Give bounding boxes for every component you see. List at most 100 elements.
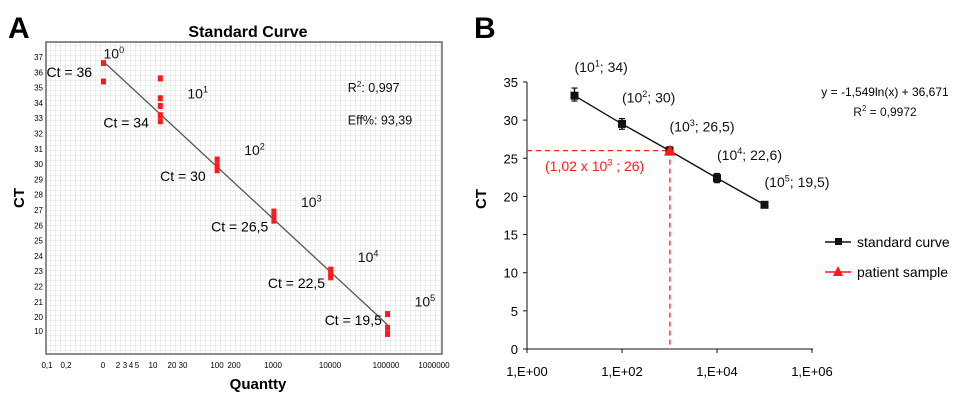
panel-a-x-tick-label: 100000	[373, 361, 400, 370]
panel-a-data-point	[157, 118, 163, 125]
panel-a-data-point	[271, 208, 277, 215]
panel-a-data-point	[271, 213, 277, 220]
panel-a-y-tick-label: 22	[34, 283, 43, 292]
panel-b-x-tick-label: 1,E+00	[506, 364, 548, 379]
panel-a-x-tick-label: 10	[149, 361, 158, 370]
panel-a-data-point	[328, 274, 334, 281]
panel-a-y-tick-label: 29	[34, 175, 43, 184]
panel-a-fit-line	[103, 61, 388, 326]
panel-b-legend-square-icon	[835, 238, 842, 245]
panel-a-data-point	[157, 112, 163, 119]
panel-a-x-tick-label: 2	[116, 361, 121, 370]
panel-a-data-point	[157, 102, 163, 109]
panel-b-y-tick-label: 35	[504, 75, 518, 90]
panel-a-data-point	[385, 311, 390, 318]
panel-a-y-tick-label: 34	[34, 99, 43, 108]
panel-a-point-label: 104	[358, 248, 379, 265]
panel-a-plot-frame	[45, 41, 443, 355]
panel-b-legend-label: patient sample	[857, 264, 948, 280]
panel-a-point-label: 102	[244, 141, 265, 158]
panel-b-label: B	[474, 12, 496, 45]
panel-b-point-label: (101; 34)	[575, 58, 628, 75]
panel-a-y-axis-label: CT	[11, 188, 28, 208]
panel-b-y-tick-label: 10	[504, 266, 518, 281]
panel-b-standard-point	[618, 119, 626, 128]
panel-b-x-tick-label: 1,E+06	[791, 364, 833, 379]
panel-a-data-point	[328, 271, 334, 278]
panel-a-y-tick-label: 23	[34, 267, 43, 276]
panel-a-y-tick-label: 37	[34, 53, 43, 62]
panel-a-y-tick-label: 28	[34, 191, 43, 200]
panel-a-y-tick-label: 30	[34, 160, 43, 169]
panel-a-title: Standard Curve	[188, 24, 307, 41]
panel-b-equation: y = -1,549ln(x) + 36,671	[821, 85, 949, 99]
panel-b-patient-point	[663, 144, 676, 156]
panel-a-y-tick-label: 26	[34, 221, 43, 230]
panel-a-data-point	[385, 330, 390, 337]
panel-a-x-tick-label: 0	[101, 361, 106, 370]
panel-a-y-tick-label: 32	[34, 130, 43, 139]
panel-a-data-point	[157, 75, 163, 82]
panel-a-ct-label: Ct = 30	[160, 168, 206, 184]
panel-a-chart-marks: 102021222324252627282930313233343536370,…	[34, 45, 450, 370]
panel-a-x-tick-label: 3	[123, 361, 128, 370]
panel-a-y-tick-label: 31	[34, 145, 43, 154]
panel-a-y-tick-label: 25	[34, 237, 43, 246]
panel-b-standard-point	[713, 174, 721, 183]
panel-a-point-label: 103	[301, 193, 322, 210]
panel-b-chart-marks: 0 5 10 15 20 25 30 35 1,E+00 1,E+02 1,E+04 1,E+06 (1…	[504, 58, 950, 379]
panel-a-y-tick-label: 24	[34, 252, 43, 261]
panel-b-r-squared: R2 = 0,9972	[853, 104, 917, 119]
panel-a-x-tick-label: 1000000	[418, 361, 450, 370]
panel-a-data-point	[271, 217, 277, 224]
panel-a-y-tick-label: 35	[34, 84, 43, 93]
panel-a-y-tick-label: 36	[34, 68, 43, 77]
panel-a-data-point	[385, 324, 390, 331]
panel-a-data-point	[214, 162, 220, 169]
panel-a-x-axis-label: Quantty	[230, 376, 287, 393]
panel-b: B CT 0 5 10 15 20 25 30 35 1,E+00 1,E+02 1,E+04 1,E…	[473, 12, 950, 379]
panel-b-point-label: (104; 22,6)	[717, 146, 782, 163]
panel-a-point-label: 101	[187, 85, 208, 102]
panel-b-point-label: (103; 26,5)	[670, 118, 735, 135]
panel-b-x-tick-label: 1,E+02	[601, 364, 643, 379]
panel-a-x-tick-label: 20	[168, 361, 177, 370]
panel-b-point-label: (102; 30)	[622, 89, 675, 106]
panel-a-y-tick-label: 10	[34, 327, 43, 336]
panel-b-standard-point	[570, 91, 579, 100]
panel-a-x-tick-label: 0,1	[41, 361, 53, 370]
panel-a-data-point	[214, 167, 220, 174]
panel-a-ct-label: Ct = 19,5	[325, 312, 382, 328]
panel-a-y-tick-label: 33	[34, 114, 43, 123]
panel-a-point-label: 100	[104, 45, 125, 62]
panel-a-ct-label: Ct = 34	[103, 114, 149, 130]
panel-a: A Standard Curve CT Quantty 102021222324…	[8, 12, 450, 393]
panel-a-ct-label: Ct = 36	[47, 64, 93, 80]
panel-a-y-tick-label: 27	[34, 206, 43, 215]
panel-a-y-tick-label: 20	[34, 313, 43, 322]
panel-a-x-tick-label: 0,2	[60, 361, 72, 370]
panel-a-data-point	[157, 95, 163, 102]
panel-b-y-tick-label: 0	[511, 342, 518, 357]
panel-b-y-tick-label: 20	[504, 189, 518, 204]
panel-a-stat-label: Eff%: 93,39	[348, 113, 412, 127]
panel-a-x-tick-label: 1000	[264, 361, 282, 370]
panel-a-data-point	[214, 156, 220, 163]
panel-b-point-label: (105; 19,5)	[765, 174, 830, 191]
panel-b-legend-triangle-icon	[833, 266, 843, 276]
panel-a-x-tick-label: 200	[227, 361, 241, 370]
panel-a-y-tick-label: 21	[34, 298, 43, 307]
panel-a-data-point	[101, 78, 106, 85]
panel-b-y-tick-label: 30	[504, 113, 518, 128]
panel-a-stat-label: R2: 0,997	[348, 80, 400, 95]
panel-a-data-point	[101, 60, 106, 67]
panel-b-standard-point	[760, 200, 769, 209]
panel-a-point-label: 105	[415, 293, 436, 310]
panel-a-x-tick-label: 100	[210, 361, 224, 370]
panel-a-ct-label: Ct = 22,5	[268, 275, 325, 291]
panel-a-x-tick-label: 4	[129, 361, 134, 370]
panel-a-plot-area	[46, 42, 442, 354]
panel-b-y-tick-label: 25	[504, 151, 518, 166]
panel-b-legend-label: standard curve	[857, 234, 950, 250]
